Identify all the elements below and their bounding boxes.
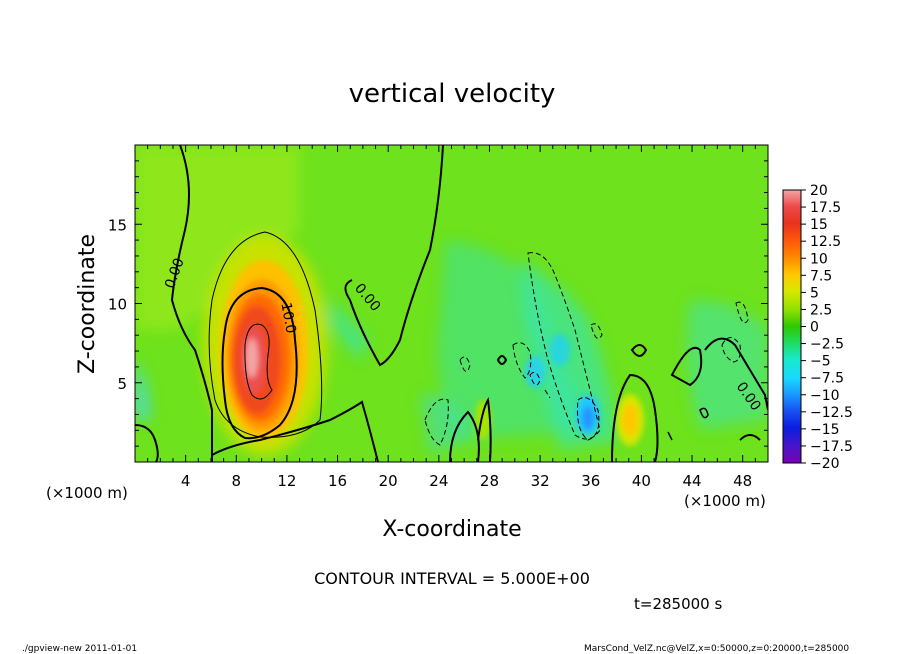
colorbar-label: 5 — [810, 285, 819, 301]
x-tick-label: 20 — [379, 472, 398, 490]
x-tick-label: 40 — [632, 472, 651, 490]
x-tick-label: 8 — [232, 472, 242, 490]
zero-contour-base — [211, 400, 379, 462]
colorbar-gradient — [782, 189, 802, 464]
contour-lines — [135, 145, 768, 462]
x-ticks — [147, 145, 756, 462]
colorbar-label: −5 — [810, 354, 831, 370]
colorbar-label: −2.5 — [810, 337, 844, 353]
x-axis-label: X-coordinate — [382, 517, 521, 542]
fifteen-contour — [244, 323, 273, 400]
colorbar-label: −15 — [810, 422, 840, 438]
colorbar-label: 7.5 — [810, 268, 832, 284]
colorbar-label: 2.5 — [810, 302, 832, 318]
colorbar-label: 17.5 — [810, 200, 841, 216]
footer-left: ./gpview-new 2011-01-01 — [22, 644, 137, 654]
zero-contour-right — [344, 145, 444, 367]
contour-interval-text: CONTOUR INTERVAL = 5.000E+00 — [314, 569, 590, 588]
x-tick-label: 44 — [682, 472, 701, 490]
x-tick-label: 4 — [181, 472, 191, 490]
x-tick-labels: 4 8 12 16 20 24 28 32 36 40 44 48 — [181, 472, 752, 490]
contour-label-ten: 10.0 — [277, 301, 298, 334]
x-tick-label: 12 — [277, 472, 296, 490]
x-tick-label: 28 — [480, 472, 499, 490]
zero-contour-left — [170, 145, 213, 462]
x-tick-label: 48 — [733, 472, 752, 490]
chart-title: vertical velocity — [349, 79, 556, 109]
x-tick-label: 32 — [531, 472, 550, 490]
colorbar-label: 10 — [810, 251, 828, 267]
colorbar-label: 20 — [810, 183, 828, 199]
colorbar-label: −10 — [810, 388, 840, 404]
colorbar-label: −12.5 — [810, 405, 853, 421]
ten-contour — [221, 286, 298, 440]
y-tick-label: 10 — [108, 296, 127, 314]
y-ticks — [135, 160, 768, 447]
colorbar-label: 15 — [810, 217, 828, 233]
x-tick-label: 36 — [581, 472, 600, 490]
colorbar-label: −7.5 — [810, 371, 844, 387]
y-axis-label: Z-coordinate — [75, 234, 100, 374]
five-contour — [208, 231, 323, 438]
time-text: t=285000 s — [634, 595, 722, 613]
hill-contour — [611, 373, 659, 462]
colorbar-label: 0 — [810, 320, 819, 336]
footer-right: MarsCond_VelZ.nc@VelZ,x=0:50000,z=0:2000… — [584, 644, 849, 654]
y-tick-label: 5 — [117, 375, 127, 393]
shaded-field — [135, 145, 768, 462]
colorbar-label: −20 — [810, 456, 840, 472]
colorbar-label: 12.5 — [810, 234, 841, 250]
colorbar-ticks — [801, 189, 806, 464]
y-tick-labels: 5 10 15 — [108, 216, 127, 393]
colorbar-label: −17.5 — [810, 439, 853, 455]
x-axis-unit-right: (×1000 m) — [684, 492, 766, 510]
x-axis-unit-left: (×1000 m) — [46, 484, 128, 502]
x-tick-label: 16 — [328, 472, 347, 490]
x-tick-label: 24 — [429, 472, 448, 490]
y-tick-label: 15 — [108, 216, 127, 234]
